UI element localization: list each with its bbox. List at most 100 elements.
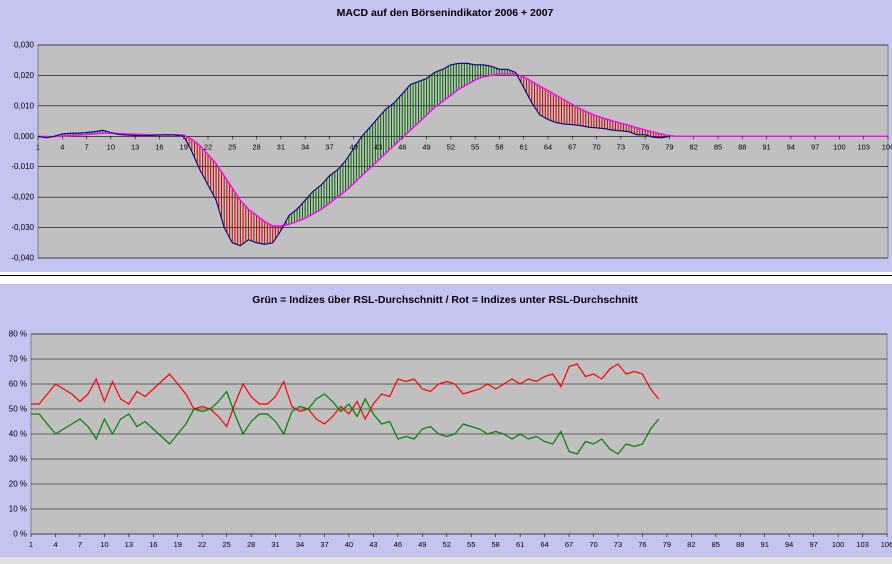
x-tick-label: 70 (589, 540, 597, 549)
x-tick-label: 103 (856, 540, 869, 549)
macd-gridlines (38, 44, 888, 259)
x-tick-label: 67 (568, 142, 576, 151)
x-tick-label: 28 (252, 142, 260, 151)
rsl-gridlines (31, 333, 887, 535)
x-tick-label: 43 (374, 142, 382, 151)
macd-x-axis-labels: 1 4 7 10 13 16 19 22 25 28 31 34 37 40 43 46 49 52 55 58 61 6… (36, 136, 892, 151)
y-tick-label: -0,030 (11, 223, 34, 232)
y-tick-label: 80 % (9, 330, 27, 339)
x-tick-label: 61 (520, 142, 528, 151)
x-tick-label: 97 (811, 142, 819, 151)
y-tick-label: 20 % (9, 480, 27, 489)
panel-separator-dark (0, 275, 892, 276)
x-tick-label: 1 (36, 142, 40, 151)
red-series-line (31, 363, 660, 428)
bottom-scrollbar-strip[interactable] (0, 557, 892, 564)
x-tick-label: 91 (761, 540, 769, 549)
x-tick-label: 25 (222, 540, 230, 549)
y-tick-label: 0,030 (14, 41, 35, 50)
green-series-line (31, 390, 660, 455)
x-tick-label: 52 (443, 540, 451, 549)
x-tick-label: 82 (690, 142, 698, 151)
x-tick-label: 43 (369, 540, 377, 549)
y-tick-label: 10 % (9, 505, 27, 514)
x-tick-label: 106 (881, 540, 892, 549)
y-tick-label: -0,040 (11, 254, 34, 263)
x-tick-label: 100 (832, 540, 845, 549)
x-tick-label: 61 (516, 540, 524, 549)
x-tick-label: 7 (84, 142, 88, 151)
x-tick-label: 67 (565, 540, 573, 549)
x-tick-label: 10 (107, 142, 115, 151)
x-tick-label: 16 (155, 142, 163, 151)
y-tick-label: 0,020 (14, 71, 35, 80)
x-tick-label: 85 (714, 142, 722, 151)
x-tick-label: 76 (638, 540, 646, 549)
x-tick-label: 19 (174, 540, 182, 549)
x-tick-label: 100 (833, 142, 846, 151)
x-tick-label: 22 (198, 540, 206, 549)
x-tick-label: 37 (325, 142, 333, 151)
x-tick-label: 64 (544, 142, 552, 151)
x-tick-label: 82 (687, 540, 695, 549)
x-tick-label: 70 (592, 142, 600, 151)
x-tick-label: 85 (712, 540, 720, 549)
x-tick-label: 52 (447, 142, 455, 151)
x-tick-label: 34 (301, 142, 309, 151)
x-tick-label: 40 (345, 540, 353, 549)
panel-separator-light-2 (0, 276, 892, 284)
x-tick-label: 94 (787, 142, 795, 151)
x-tick-label: 16 (149, 540, 157, 549)
x-tick-label: 58 (492, 540, 500, 549)
y-tick-label: 30 % (9, 455, 27, 464)
x-tick-label: 79 (665, 142, 673, 151)
x-tick-label: 55 (471, 142, 479, 151)
x-tick-label: 31 (277, 142, 285, 151)
x-tick-label: 1 (29, 540, 33, 549)
y-tick-label: 0 % (13, 530, 27, 539)
rsl-y-axis-labels: 80 % 70 % 60 % 50 % 40 % 30 % 20 % 10 % 0 % (9, 330, 27, 539)
y-tick-label: 0,010 (14, 101, 35, 110)
x-tick-label: 106 (882, 142, 892, 151)
macd-chart-title: MACD auf den Börsenindikator 2006 + 2007 (337, 7, 554, 19)
x-tick-label: 31 (271, 540, 279, 549)
x-tick-label: 88 (736, 540, 744, 549)
x-tick-label: 13 (131, 142, 139, 151)
x-tick-label: 25 (228, 142, 236, 151)
x-tick-label: 46 (394, 540, 402, 549)
y-tick-label: 50 % (9, 405, 27, 414)
y-tick-label: 70 % (9, 355, 27, 364)
x-tick-label: 4 (53, 540, 57, 549)
rsl-chart-title: Grün = Indizes über RSL-Durchschnitt / R… (252, 294, 638, 306)
macd-y-axis-labels: 0,030 0,020 0,010 0,000 -0,010 -0,020 -0,030 -0… (11, 41, 34, 263)
x-tick-label: 46 (398, 142, 406, 151)
x-tick-label: 40 (350, 142, 358, 151)
macd-plot-area (37, 44, 889, 259)
signal-line (37, 73, 888, 227)
macd-histogram (61, 63, 665, 246)
x-tick-label: 88 (738, 142, 746, 151)
x-tick-label: 76 (641, 142, 649, 151)
y-tick-label: -0,020 (11, 193, 34, 202)
macd-lines (37, 62, 888, 247)
y-tick-label: -0,010 (11, 162, 34, 171)
x-tick-label: 34 (296, 540, 304, 549)
x-tick-label: 13 (125, 540, 133, 549)
x-tick-label: 55 (467, 540, 475, 549)
x-tick-label: 79 (663, 540, 671, 549)
x-tick-label: 58 (495, 142, 503, 151)
rsl-lines (31, 363, 660, 455)
x-tick-label: 37 (320, 540, 328, 549)
x-tick-label: 73 (617, 142, 625, 151)
x-tick-label: 103 (857, 142, 870, 151)
x-tick-label: 94 (785, 540, 793, 549)
x-tick-label: 91 (762, 142, 770, 151)
x-tick-label: 64 (540, 540, 548, 549)
x-tick-label: 97 (809, 540, 817, 549)
y-tick-label: 0,000 (14, 132, 35, 141)
x-tick-label: 19 (180, 142, 188, 151)
rsl-x-axis-labels: 1 4 7 10 13 16 19 22 25 28 31 34 37 40 43 46 49 52 55 58 61 6… (29, 534, 892, 549)
panel-separator-light (0, 272, 892, 275)
